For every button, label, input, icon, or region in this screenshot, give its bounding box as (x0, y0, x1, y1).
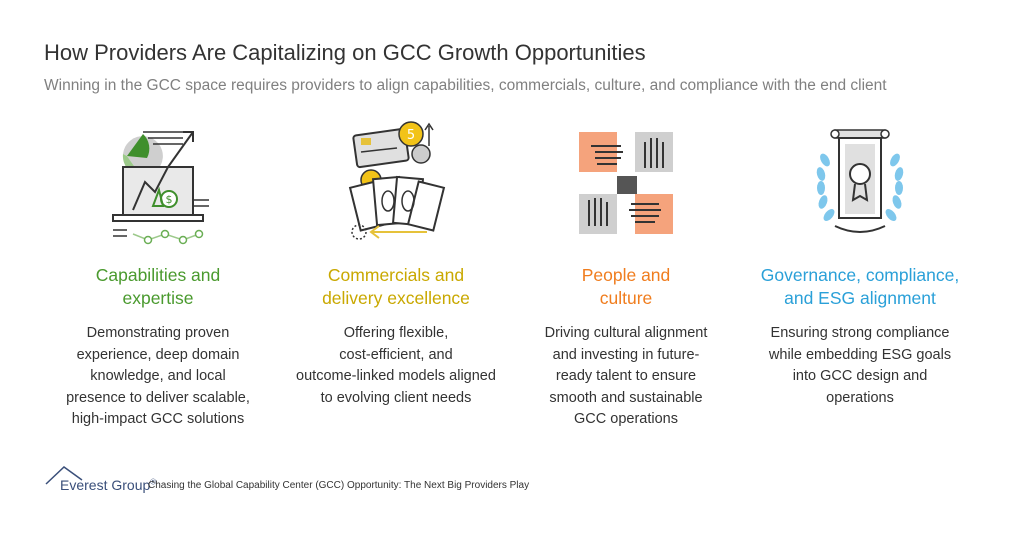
column-people: People and culture Driving cultural alig… (511, 112, 741, 431)
footer: Everest Group® Chasing the Global Capabi… (44, 464, 644, 494)
cash-coins-card-icon: 5 (348, 121, 446, 240)
column-governance: Governance, compliance, and ESG alignmen… (745, 112, 975, 409)
column-heading: Capabilities and expertise (95, 265, 221, 308)
source-reference: Chasing the Global Capability Center (GC… (148, 480, 530, 491)
column-description: Offering flexible, cost-efficient, and o… (296, 325, 496, 406)
column-commercials: 5 Commercials and delivery excellence Of… (281, 112, 511, 409)
laurel-pillar-certificate-icon (816, 129, 904, 233)
svg-text:$: $ (166, 193, 173, 206)
column-heading: Governance, compliance, and ESG alignmen… (760, 265, 960, 308)
column-description: Ensuring strong compliance while embeddi… (768, 325, 952, 406)
column-heading: Commercials and delivery excellence (322, 265, 470, 308)
brand-name: Everest Group® (60, 477, 157, 493)
column-description: Driving cultural alignment and investing… (544, 325, 708, 427)
column-description: Demonstrating proven experience, deep do… (66, 325, 250, 427)
laptop-growth-chart-icon: $ (112, 131, 209, 245)
joined-hands-icon (579, 132, 673, 234)
everest-logo-mountain-icon (45, 466, 83, 485)
page-title: How Providers Are Capitalizing on GCC Gr… (44, 40, 646, 65)
column-capabilities: $ Capabilities and expertise Demonstrati… (43, 112, 273, 431)
column-heading: People and culture (581, 265, 671, 308)
page-subtitle: Winning in the GCC space requires provid… (44, 77, 887, 94)
svg-text:5: 5 (407, 128, 415, 143)
